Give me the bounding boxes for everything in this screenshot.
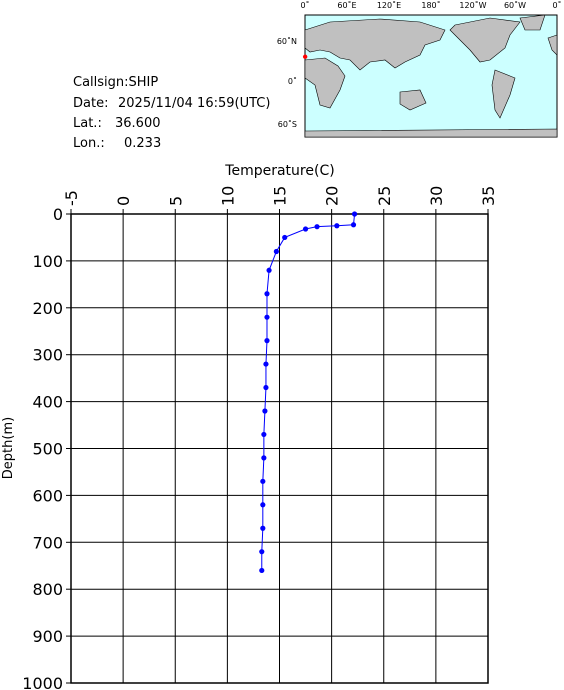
- map-lat-label: 0˚: [288, 76, 297, 86]
- data-point: [259, 567, 265, 574]
- x-tick-label: 15: [271, 186, 290, 206]
- x-tick-label: 0: [114, 196, 133, 206]
- data-point: [260, 478, 266, 484]
- x-tick-label: 30: [427, 186, 446, 206]
- y-tick-label: 600: [32, 486, 63, 505]
- y-tick-label: 300: [32, 346, 63, 365]
- data-point: [261, 455, 267, 461]
- data-point: [351, 211, 358, 217]
- data-point: [282, 234, 288, 241]
- profile-line: [261, 213, 356, 571]
- y-tick-label: 400: [32, 393, 63, 412]
- y-tick-label: 0: [53, 205, 63, 224]
- map-lon-label: 0˚: [552, 0, 561, 10]
- map-land: [304, 14, 558, 138]
- data-point: [266, 267, 272, 273]
- data-point: [259, 549, 265, 555]
- x-tick-label: 5: [166, 196, 185, 206]
- data-point: [302, 226, 309, 232]
- y-tick-label: 100: [32, 252, 63, 271]
- y-axis-title: Depth(m): [1, 417, 16, 479]
- date-label: Date:: [73, 96, 108, 111]
- callsign: Callsign:SHIP: [73, 75, 158, 90]
- x-tick-label: -5: [62, 190, 81, 206]
- map-lon-label: 180˚: [421, 0, 440, 10]
- data-point: [261, 431, 267, 438]
- map: [304, 14, 558, 138]
- data-point: [264, 338, 270, 344]
- map-lon-label: 60˚W: [504, 0, 526, 10]
- data-point: [350, 222, 357, 228]
- lat-label: Lat.:: [73, 116, 102, 131]
- map-marker: [302, 54, 308, 59]
- x-tick-label: 35: [479, 186, 498, 206]
- map-lon-label: 120˚E: [377, 0, 401, 10]
- y-tick-label: 800: [32, 580, 63, 599]
- x-tick-label: 25: [375, 186, 394, 206]
- data-point: [263, 361, 269, 367]
- map-lon-label: 60˚E: [337, 0, 356, 10]
- date: 2025/11/04 16:59(UTC): [118, 96, 270, 111]
- y-tick-label: 700: [32, 533, 63, 552]
- map-lon-label: 120˚W: [459, 0, 486, 10]
- y-tick-label: 200: [32, 299, 63, 318]
- data-point: [273, 248, 279, 255]
- x-tick-label: 10: [218, 186, 237, 206]
- x-tick-label: 20: [323, 186, 342, 206]
- y-tick-label: 500: [32, 440, 63, 459]
- lon: 0.233: [124, 136, 161, 151]
- y-tick-label: 1000: [22, 674, 63, 690]
- data-point: [262, 408, 268, 414]
- x-axis-title: Temperature(C): [224, 163, 334, 179]
- data-point: [314, 224, 320, 230]
- map-lat-label: 60˚S: [278, 119, 297, 129]
- lon-label: Lon.:: [73, 136, 105, 151]
- data-point: [264, 314, 270, 320]
- y-tick-label: 900: [32, 627, 63, 646]
- data-point: [260, 502, 266, 508]
- data-point: [264, 291, 270, 297]
- data-point: [263, 384, 269, 391]
- lat: 36.600: [115, 116, 161, 131]
- map-lon-label: 0˚: [300, 0, 309, 10]
- data-point: [334, 223, 340, 229]
- map-lat-label: 60˚N: [277, 36, 297, 46]
- data-point: [260, 525, 266, 531]
